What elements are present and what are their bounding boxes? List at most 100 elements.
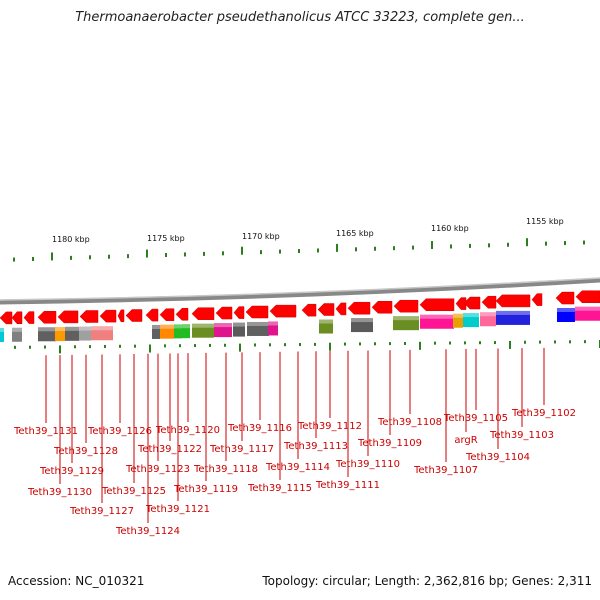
lower-tick bbox=[434, 341, 436, 345]
gene-label: Teth39_1124 bbox=[115, 526, 180, 537]
gene-label: Teth39_1126 bbox=[87, 426, 152, 437]
lower-tick-track bbox=[14, 340, 600, 354]
gene-label: Teth39_1102 bbox=[511, 408, 576, 419]
cog-block bbox=[182, 324, 190, 339]
gene-labels: Teth39_1131 Teth39_1130 Teth39_1129 Teth39_… bbox=[13, 408, 576, 537]
lower-tick bbox=[374, 342, 376, 346]
gene-label: Teth39_1103 bbox=[489, 430, 554, 441]
scale-tick bbox=[450, 244, 452, 249]
lower-tick bbox=[494, 341, 496, 345]
scale-tick bbox=[51, 252, 53, 261]
scale-tick bbox=[165, 253, 167, 258]
lower-tick bbox=[74, 345, 76, 349]
lower-tick bbox=[134, 344, 136, 348]
scale-tick bbox=[545, 241, 547, 246]
lower-tick bbox=[104, 344, 106, 348]
scale-tick bbox=[203, 251, 205, 256]
gene-label: Teth39_1111 bbox=[315, 480, 380, 491]
scale-tick bbox=[469, 243, 471, 248]
cog-block bbox=[480, 312, 496, 327]
gene-label: Teth39_1120 bbox=[155, 425, 220, 436]
scale-tick bbox=[526, 238, 528, 247]
topology-text: Topology: circular; Length: 2,362,816 bp… bbox=[262, 574, 592, 588]
gene-label: Teth39_1127 bbox=[69, 506, 134, 517]
gene-arrow bbox=[301, 303, 317, 317]
scale-tick bbox=[89, 255, 91, 260]
scale-tick bbox=[13, 257, 15, 262]
gene-arrow bbox=[463, 296, 481, 310]
scale-tick bbox=[317, 248, 319, 253]
lower-tick bbox=[449, 341, 451, 345]
cog-block bbox=[453, 313, 463, 328]
scale-tick bbox=[70, 255, 72, 260]
lower-tick bbox=[239, 343, 241, 352]
scale-tick bbox=[412, 245, 414, 250]
gene-label: Teth39_1121 bbox=[145, 504, 210, 515]
gene-arrow bbox=[495, 294, 531, 308]
gene-label: Teth39_1110 bbox=[335, 459, 400, 470]
gene-arrow bbox=[175, 308, 189, 321]
cog-block bbox=[0, 327, 4, 342]
lower-tick bbox=[224, 343, 226, 347]
gene-arrow bbox=[79, 310, 99, 323]
gene-label: Teth39_1116 bbox=[227, 423, 292, 434]
lower-tick bbox=[479, 341, 481, 345]
lower-tick bbox=[314, 342, 316, 346]
lower-tick bbox=[59, 345, 61, 354]
gene-label: Teth39_1122 bbox=[137, 444, 202, 455]
scale-tick bbox=[108, 254, 110, 259]
gene-arrow bbox=[37, 311, 57, 324]
lower-tick bbox=[89, 345, 91, 349]
lower-tick bbox=[404, 341, 406, 345]
gene-label: Teth39_1113 bbox=[283, 441, 348, 452]
lower-tick bbox=[569, 340, 571, 344]
gene-label: Teth39_1130 bbox=[27, 487, 92, 498]
lower-tick bbox=[299, 343, 301, 347]
scale-tick bbox=[488, 243, 490, 248]
scale-label: 1160 kbp bbox=[431, 224, 469, 233]
scale-tick bbox=[431, 241, 433, 250]
gene-arrow bbox=[117, 309, 125, 323]
gene-label: Teth39_1108 bbox=[377, 417, 442, 428]
cog-block bbox=[319, 319, 333, 334]
gene-label: Teth39_1131 bbox=[13, 426, 78, 437]
cog-block bbox=[174, 324, 182, 339]
cog-block bbox=[192, 323, 214, 338]
cog-color-track bbox=[0, 306, 600, 342]
scale-tick bbox=[374, 246, 376, 251]
gene-label: Teth39_1105 bbox=[443, 413, 508, 424]
scale-label: 1175 kbp bbox=[147, 234, 185, 243]
cog-block bbox=[351, 318, 373, 333]
lower-tick bbox=[149, 344, 151, 353]
scale-label: 1165 kbp bbox=[336, 229, 374, 238]
gene-arrow bbox=[347, 301, 371, 315]
gene-arrow bbox=[215, 306, 233, 320]
gene-label: Teth39_1104 bbox=[465, 452, 530, 463]
gene-arrow bbox=[145, 308, 159, 322]
lower-tick bbox=[389, 342, 391, 346]
scale-tick bbox=[336, 243, 338, 252]
gene-label: Teth39_1117 bbox=[209, 444, 274, 455]
cog-block bbox=[268, 321, 278, 336]
cog-block bbox=[12, 327, 22, 342]
lower-tick bbox=[254, 343, 256, 347]
gene-arrow bbox=[555, 291, 575, 305]
scale-tick bbox=[127, 254, 129, 259]
scale-tick bbox=[32, 257, 34, 262]
scale-label: 1170 kbp bbox=[242, 232, 280, 241]
lower-tick bbox=[179, 344, 181, 348]
scale-tick bbox=[222, 251, 224, 256]
gene-arrow bbox=[245, 305, 269, 319]
label-leader-lines bbox=[45, 347, 545, 523]
cog-block bbox=[55, 327, 65, 342]
cog-block bbox=[463, 313, 479, 328]
cog-block bbox=[79, 326, 91, 341]
gene-arrow bbox=[23, 311, 35, 324]
gene-arrow bbox=[531, 293, 543, 306]
gene-label: Teth39_1118 bbox=[193, 464, 258, 475]
lower-tick bbox=[209, 343, 211, 347]
scale-label: 1180 kbp bbox=[52, 235, 90, 244]
gene-arrow bbox=[57, 310, 79, 324]
lower-tick bbox=[269, 343, 271, 347]
